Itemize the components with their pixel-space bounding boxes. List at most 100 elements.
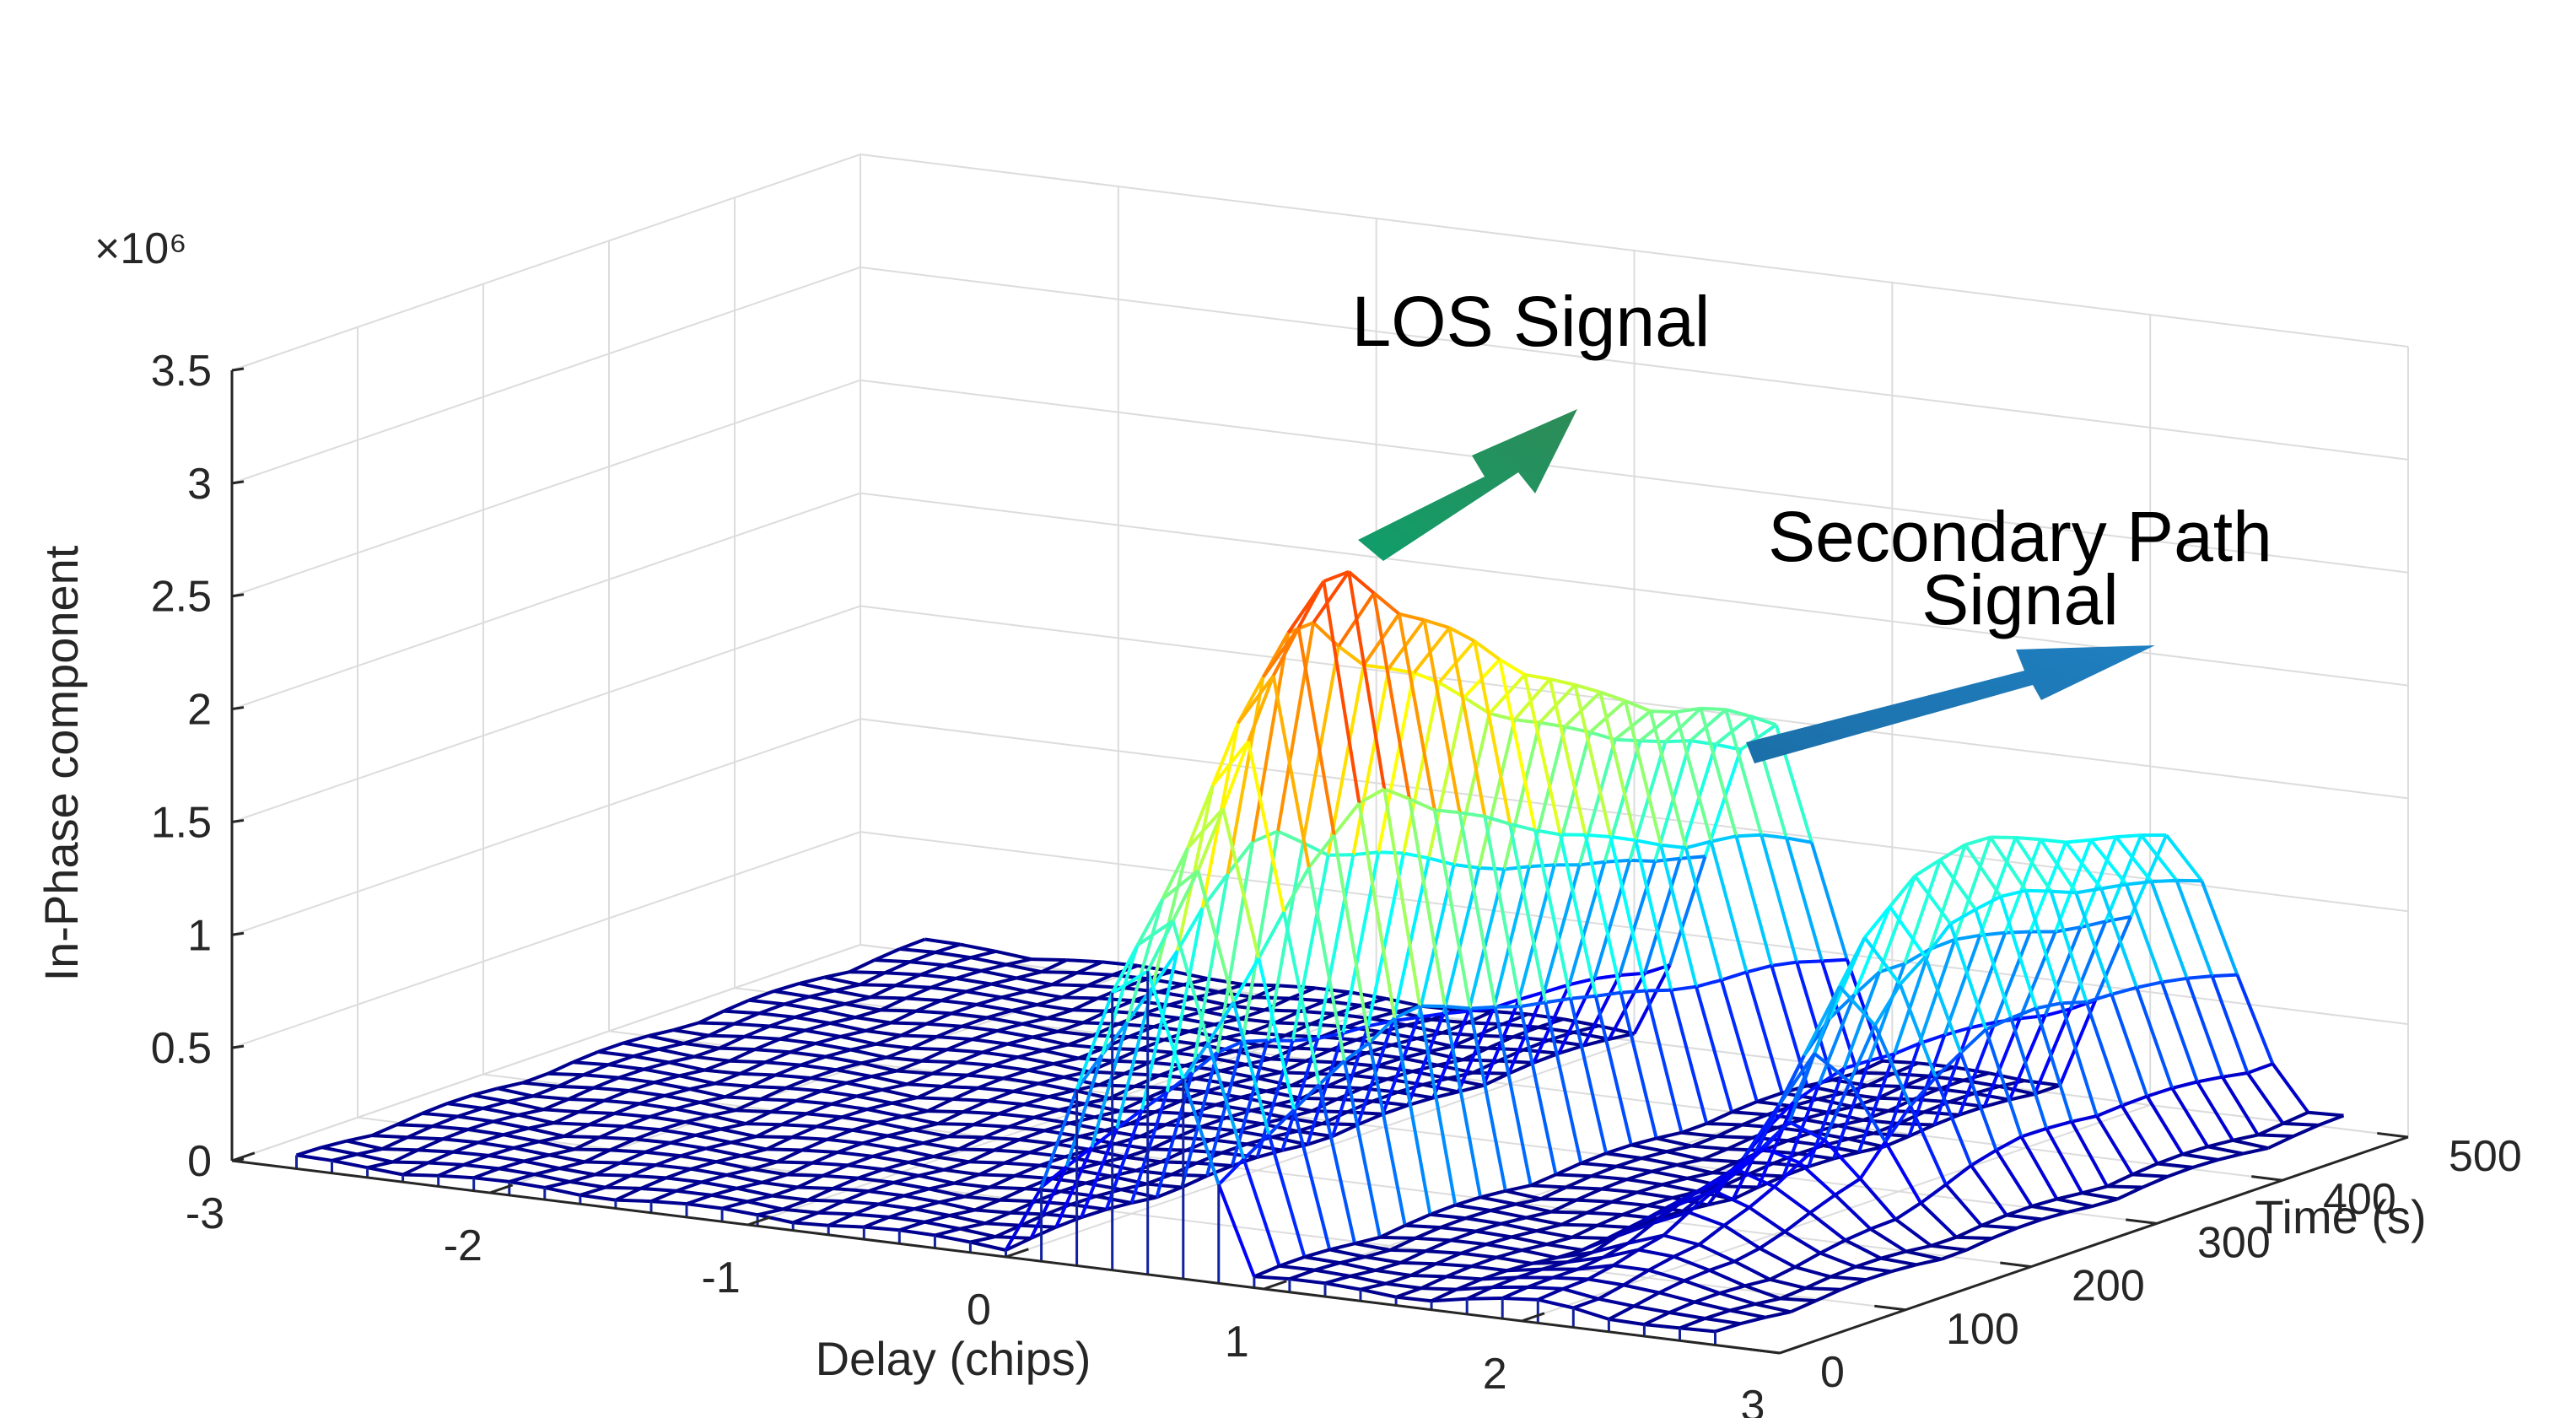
x-tick-label: -2 — [444, 1221, 482, 1270]
mesh-segment-delay — [690, 1167, 727, 1177]
mesh-segment-delay — [698, 1021, 735, 1026]
mesh-segment-delay — [1552, 1275, 1588, 1281]
mesh-segment-delay — [1964, 844, 2002, 898]
mesh-segment-delay — [628, 1089, 666, 1097]
mesh-segment-time — [1813, 985, 1841, 1054]
mesh-segment-delay — [1830, 1275, 1867, 1282]
mesh-segment-time — [1157, 983, 1184, 994]
mesh-segment-delay — [1271, 675, 1311, 868]
mesh-segment-delay — [1339, 1261, 1377, 1272]
mesh-segment-time — [1458, 1083, 1485, 1094]
mesh-segment-delay — [840, 1034, 876, 1046]
mesh-segment-time — [913, 1200, 940, 1211]
mesh-segment-time — [2055, 925, 2081, 934]
mesh-segment-time — [1868, 1052, 1895, 1063]
mesh-segment-time — [1469, 1005, 1495, 1011]
mesh-segment-delay — [482, 1106, 519, 1117]
mesh-segment-time — [1454, 1195, 1481, 1207]
y-tick — [2126, 1218, 2158, 1225]
mesh-segment-delay — [1032, 1035, 1069, 1047]
mesh-segment-time — [1337, 644, 1365, 667]
mesh-segment-delay — [1180, 1099, 1216, 1107]
mesh-segment-time — [1954, 933, 1981, 941]
mesh-segment-delay — [1842, 971, 1882, 1070]
mesh-segment-delay — [680, 1154, 717, 1164]
mesh-segment-time — [1823, 1081, 1851, 1141]
mesh-segment-time — [888, 1207, 915, 1219]
mesh-segment-delay — [852, 1128, 888, 1138]
mesh-segment-time — [644, 1140, 671, 1154]
mesh-segment-time — [1771, 960, 1797, 968]
mesh-segment-delay — [831, 1102, 868, 1112]
mesh-segment-delay — [2013, 836, 2053, 892]
mesh-segment-delay — [1473, 640, 1512, 825]
mesh-segment-delay — [942, 1084, 978, 1090]
mesh-segment-time — [534, 1167, 560, 1177]
mesh-segment-time — [1518, 990, 1545, 1001]
mesh-segment-time — [1382, 1103, 1409, 1116]
mesh-segment-time — [849, 958, 876, 974]
mesh-segment-time — [2086, 992, 2112, 1004]
mesh-segment-delay — [1618, 860, 1657, 976]
mesh-segment-time — [850, 1042, 876, 1052]
mesh-segment-time — [1220, 1062, 1247, 1073]
mesh-segment-delay — [1605, 1151, 1642, 1160]
mesh-segment-time — [1023, 1095, 1050, 1107]
mesh-segment-time — [736, 1180, 763, 1190]
mesh-segment-time — [2105, 914, 2131, 924]
mesh-segment-delay — [1644, 990, 1684, 1134]
mesh-segment-time — [800, 1054, 827, 1067]
mesh-segment-time — [790, 1042, 816, 1054]
mesh-segment-delay — [589, 1123, 625, 1129]
mesh-segment-time — [935, 942, 962, 954]
mesh-segment-delay — [1350, 990, 1387, 1000]
mesh-segment-delay — [1756, 1100, 1793, 1108]
mesh-segment-time — [1393, 1004, 1421, 1020]
mesh-segment-delay — [1571, 1235, 1608, 1240]
mesh-segment-time — [603, 1089, 630, 1103]
mesh-segment-delay — [1027, 1068, 1064, 1079]
mesh-segment-delay — [2089, 838, 2128, 886]
mesh-segment-delay — [1326, 665, 1366, 856]
mesh-segment-delay — [2009, 1017, 2049, 1130]
mesh-segment-time — [1955, 1224, 1982, 1239]
z-tick — [231, 706, 245, 711]
mesh-segment-delay — [1938, 859, 1977, 911]
mesh-segment-delay — [990, 982, 1027, 994]
mesh-segment-delay — [563, 1135, 600, 1140]
mesh-segment-delay — [1502, 722, 1542, 870]
mesh-segment-delay — [2185, 978, 2224, 1078]
mesh-segment-delay — [1497, 659, 1537, 831]
mesh-segment-time — [2110, 985, 2137, 996]
mesh-segment-time — [965, 982, 992, 994]
mesh-segment-time — [1690, 1135, 1718, 1148]
mesh-segment-time — [437, 1163, 465, 1178]
mesh-segment-time — [1323, 569, 1350, 583]
mesh-segment-delay — [958, 1147, 994, 1152]
mesh-segment-delay — [1970, 1164, 2008, 1216]
z-tick — [231, 1044, 245, 1049]
mesh-segment-delay — [822, 1173, 859, 1180]
mesh-segment-time — [1211, 722, 1240, 786]
mesh-segment-delay — [899, 947, 935, 954]
mesh-segment-delay — [1100, 1161, 1137, 1173]
mesh-segment-delay — [1307, 866, 1346, 1061]
mesh-segment-time — [1412, 1063, 1438, 1074]
mesh-segment-time — [1867, 1072, 1894, 1087]
mesh-segment-delay — [1254, 995, 1291, 1000]
mesh-segment-time — [2081, 1184, 2108, 1195]
mesh-segment-time — [1694, 1291, 1721, 1304]
mesh-segment-delay — [735, 1108, 772, 1114]
mesh-segment-time — [1436, 1058, 1463, 1067]
mesh-segment-delay — [1592, 860, 1632, 979]
mesh-segment-time — [1574, 682, 1601, 694]
y-tick-label: 400 — [2323, 1175, 2396, 1224]
mesh-segment-time — [733, 1011, 760, 1026]
mesh-segment-delay — [995, 949, 1032, 962]
mesh-segment-delay — [1366, 853, 1405, 1027]
mesh-segment-time — [1821, 957, 1847, 963]
mesh-segment-delay — [1698, 1243, 1736, 1264]
mesh-segment-time — [1372, 591, 1400, 616]
mesh-segment-delay — [805, 1028, 841, 1038]
mesh-segment-time — [482, 1100, 509, 1110]
